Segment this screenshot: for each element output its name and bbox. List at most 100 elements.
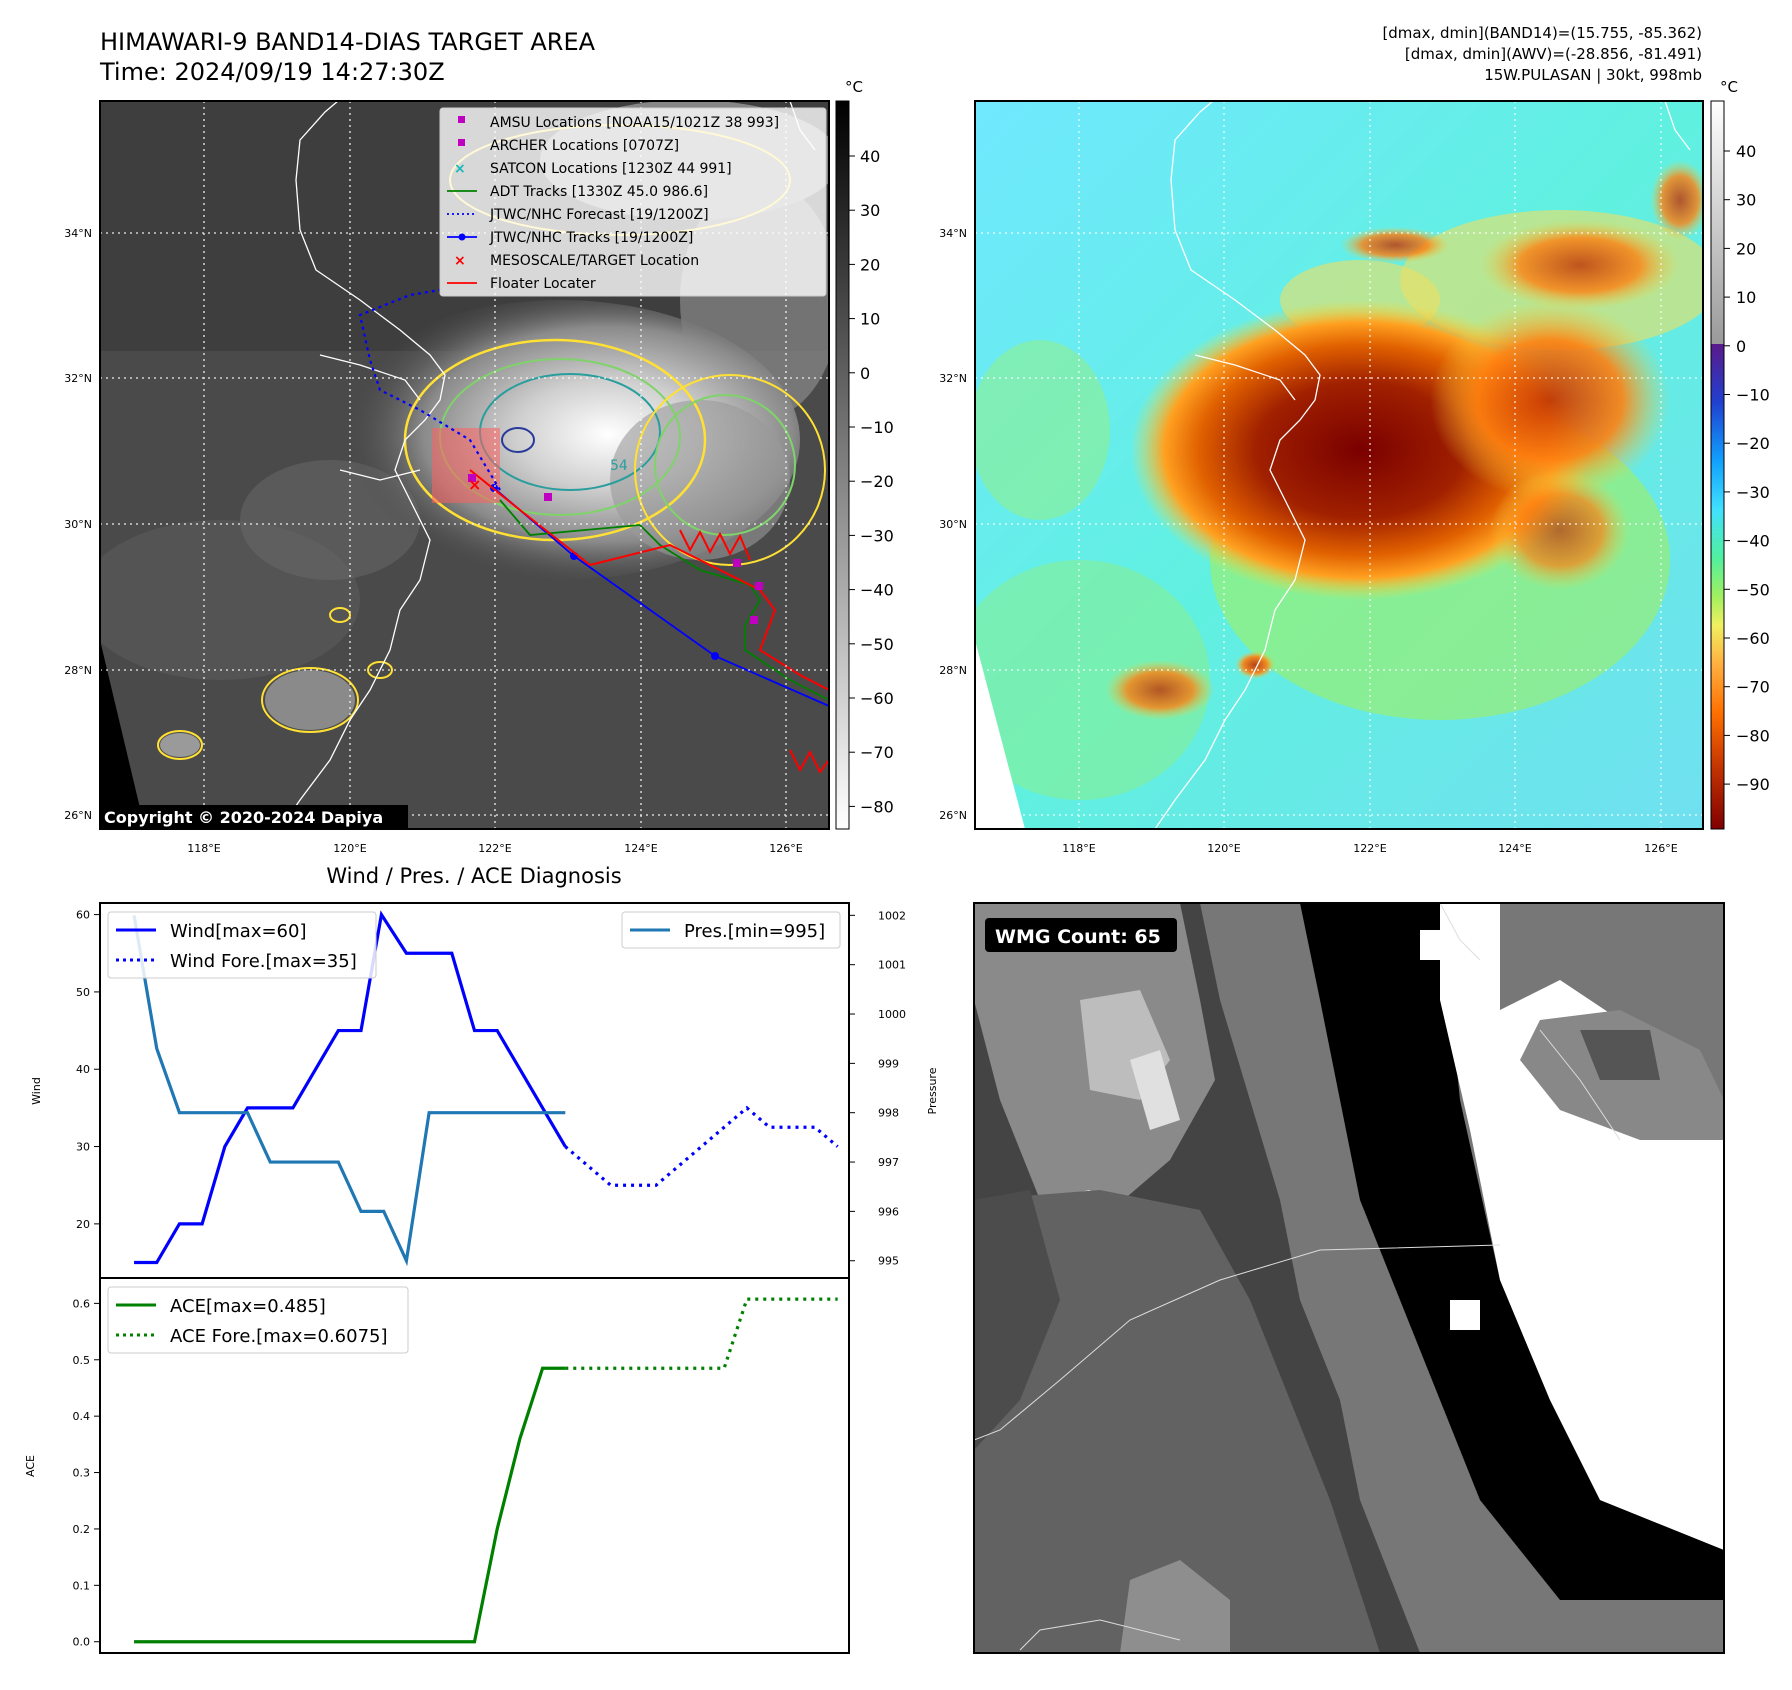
svg-text:120°E: 120°E xyxy=(1207,842,1240,855)
color-colorbar-tick: −40 xyxy=(1736,532,1770,551)
gray-colorbar-tick: −10 xyxy=(860,418,894,437)
pressure-series-line xyxy=(132,915,566,1267)
legend-wind: Wind[max=60] xyxy=(170,921,307,942)
svg-text:126°E: 126°E xyxy=(1644,842,1677,855)
gray-colorbar-tick: −20 xyxy=(860,472,894,491)
ace-series-line xyxy=(134,1366,566,1644)
ace-legend: ACE[max=0.485] ACE Fore.[max=0.6075] xyxy=(107,1286,409,1354)
figure-title: HIMAWARI-9 BAND14-DIAS TARGET AREA xyxy=(100,28,596,56)
wind-series-line xyxy=(134,910,567,1265)
legend-wind-forecast: Wind Fore.[max=35] xyxy=(170,951,357,972)
legend-ace: ACE[max=0.485] xyxy=(170,1296,326,1317)
color-colorbar-tick: 20 xyxy=(1736,239,1756,258)
gray-colorbar-tick: −50 xyxy=(860,635,894,654)
svg-text:34°N: 34°N xyxy=(64,227,92,240)
svg-text:×: × xyxy=(454,253,466,269)
gray-colorbar-tick: 30 xyxy=(860,201,880,220)
ace-chart: ACE 0.0 0.1 0.2 0.3 0.4 0.5 0.6 ACE[max=0.485]… xyxy=(24,1277,850,1654)
color-colorbar-tick: −80 xyxy=(1736,726,1770,745)
gray-colorbar: °C 40 30 20 10 0 −10 −20 −30 −40 −50 −60 −70 −80 xyxy=(835,78,894,830)
color-colorbar-tick: −30 xyxy=(1736,483,1770,502)
color-map-panel xyxy=(975,101,1703,829)
svg-text:30°N: 30°N xyxy=(64,518,92,531)
svg-text:120°E: 120°E xyxy=(333,842,366,855)
pressure-tick-label: 998 xyxy=(878,1107,899,1120)
svg-text:34°N: 34°N xyxy=(939,227,967,240)
svg-text:122°E: 122°E xyxy=(1353,842,1386,855)
legend-archer: ARCHER Locations [0707Z] xyxy=(490,138,679,154)
svg-text:28°N: 28°N xyxy=(939,664,967,677)
pressure-tick-label: 1001 xyxy=(878,959,906,972)
ace-tick-label: 0.1 xyxy=(73,1579,91,1592)
pressure-tick-label: 999 xyxy=(878,1057,899,1070)
pressure-tick-label: 1002 xyxy=(878,909,906,922)
color-colorbar-tick: −60 xyxy=(1736,629,1770,648)
color-colorbar-tick: 10 xyxy=(1736,288,1756,307)
wmg-panel xyxy=(974,903,1724,1653)
wind-axis-label: Wind xyxy=(30,1077,43,1105)
color-colorbar-tick: 0 xyxy=(1736,337,1746,356)
svg-text:126°E: 126°E xyxy=(769,842,802,855)
svg-text:×: × xyxy=(454,161,466,177)
gray-colorbar-tick: 20 xyxy=(860,255,880,274)
info-band14: [dmax, dmin](BAND14)=(15.755, -85.362) xyxy=(1382,24,1702,42)
ace-tick-label: 0.4 xyxy=(73,1410,91,1423)
pressure-axis-label: Pressure xyxy=(926,1067,939,1114)
ace-tick-label: 0.5 xyxy=(73,1354,91,1367)
svg-text:×: × xyxy=(468,475,481,494)
ir-map-lat-labels: 34°N 32°N 30°N 28°N 26°N xyxy=(64,227,92,822)
figure-time: Time: 2024/09/19 14:27:30Z xyxy=(99,58,445,86)
color-colorbar: °C 40 30 20 10 0 −10 −20 −30 −40 −50 −60 −70 −80 −90 xyxy=(1710,78,1770,830)
color-colorbar-tick: −70 xyxy=(1736,678,1770,697)
wind-tick-label: 40 xyxy=(76,1063,90,1076)
legend-ace-forecast: ACE Fore.[max=0.6075] xyxy=(170,1326,388,1347)
color-colorbar-tick: −50 xyxy=(1736,580,1770,599)
color-colorbar-tick: −10 xyxy=(1736,386,1770,405)
legend-floater: Floater Locater xyxy=(490,276,596,292)
color-colorbar-tick: −20 xyxy=(1736,434,1770,453)
gray-colorbar-tick: −40 xyxy=(860,581,894,600)
legend-mesoscale: MESOSCALE/TARGET Location xyxy=(490,253,699,269)
legend-jtwc-forecast: JTWC/NHC Forecast [19/1200Z] xyxy=(489,207,709,223)
wind-tick-label: 60 xyxy=(76,909,90,922)
gray-colorbar-tick: −80 xyxy=(860,797,894,816)
pressure-tick-label: 1000 xyxy=(878,1008,906,1021)
color-map-lon-labels: 118°E 120°E 122°E 124°E 126°E xyxy=(1062,842,1677,855)
ir-map-lon-labels: 118°E 120°E 122°E 124°E 126°E xyxy=(187,842,802,855)
color-colorbar-tick: 40 xyxy=(1736,142,1756,161)
ace-axis-label: ACE xyxy=(24,1455,37,1477)
pressure-tick-label: 997 xyxy=(878,1156,899,1169)
svg-text:28°N: 28°N xyxy=(64,664,92,677)
svg-text:30°N: 30°N xyxy=(939,518,967,531)
info-storm: 15W.PULASAN | 30kt, 998mb xyxy=(1484,66,1702,84)
wind-tick-label: 50 xyxy=(76,986,90,999)
legend-pressure: Pres.[min=995] xyxy=(684,921,825,942)
wind-tick-label: 30 xyxy=(76,1141,90,1154)
svg-text:26°N: 26°N xyxy=(64,809,92,822)
svg-text:124°E: 124°E xyxy=(1498,842,1531,855)
svg-text:124°E: 124°E xyxy=(624,842,657,855)
wmg-count-label: WMG Count: 65 xyxy=(995,926,1161,948)
gray-colorbar-tick: 0 xyxy=(860,364,870,383)
info-awv: [dmax, dmin](AWV)=(-28.856, -81.491) xyxy=(1405,45,1702,63)
gray-colorbar-tick: 10 xyxy=(860,310,880,329)
gray-colorbar-tick: 40 xyxy=(860,147,880,166)
gray-colorbar-tick: −70 xyxy=(860,743,894,762)
wind-pressure-chart: Wind Pressure 20 30 40 50 60 995 996 997 998 999… xyxy=(30,902,939,1279)
pressure-tick-label: 996 xyxy=(878,1205,899,1218)
color-colorbar-unit: °C xyxy=(1720,78,1738,96)
svg-text:32°N: 32°N xyxy=(64,372,92,385)
svg-text:26°N: 26°N xyxy=(939,809,967,822)
copyright-label: Copyright © 2020-2024 Dapiya xyxy=(104,808,383,827)
wind-tick-label: 20 xyxy=(76,1218,90,1231)
svg-text:118°E: 118°E xyxy=(187,842,220,855)
gray-colorbar-unit: °C xyxy=(845,78,863,96)
ace-tick-label: 0.3 xyxy=(73,1467,91,1480)
coastline xyxy=(279,101,446,829)
ace-tick-label: 0.6 xyxy=(73,1297,91,1310)
color-map-lat-labels: 34°N 32°N 30°N 28°N 26°N xyxy=(939,227,967,822)
jtwc-forecast-track xyxy=(358,288,501,491)
floater-target-box xyxy=(432,428,500,503)
legend-adt: ADT Tracks [1330Z 45.0 986.6] xyxy=(490,184,708,200)
